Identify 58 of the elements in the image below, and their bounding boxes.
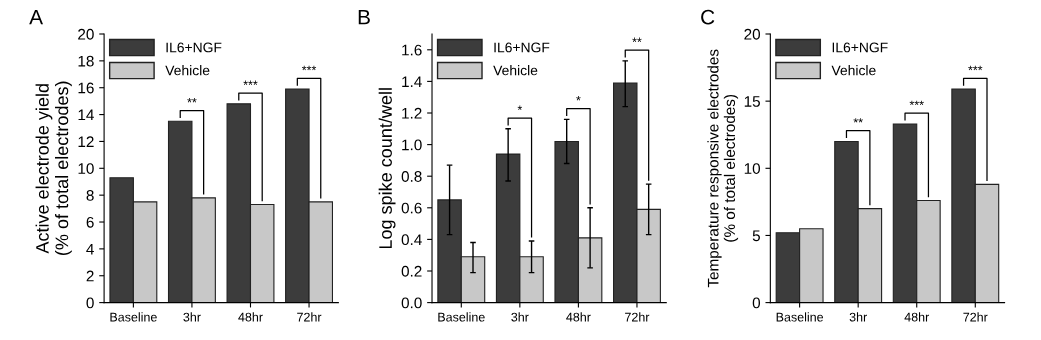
legend-label: IL6+NGF <box>832 42 888 53</box>
y-tick-label: 0.6 <box>401 202 422 214</box>
x-tick-label: Baseline <box>110 312 157 322</box>
chart-title: B <box>358 9 370 25</box>
y-tick-label: 5 <box>752 230 760 242</box>
y-tick-label: 20 <box>78 28 94 40</box>
y-tick-label: 0 <box>86 297 94 309</box>
y-tick-label: 6 <box>86 216 94 228</box>
annotation: ** <box>853 118 863 123</box>
y-tick-label: 1.4 <box>402 76 422 87</box>
y-axis-title: Temperature responsive electrodes (% of total electrodes) <box>707 49 739 288</box>
y-tick-label: 0.4 <box>401 234 422 246</box>
annotation: * <box>576 96 581 101</box>
x-tick-label: 3hr <box>183 312 201 322</box>
x-tick-label: Baseline <box>776 312 824 322</box>
y-tick-label: 12 <box>78 136 94 147</box>
annotation: *** <box>301 65 317 71</box>
y-tick-label: 0.0 <box>401 297 422 309</box>
y-tick-label: 2 <box>86 270 94 282</box>
x-tick-label: 72hr <box>297 312 322 322</box>
chart-title: C <box>701 9 715 25</box>
y-tick-label: 1.6 <box>402 44 422 56</box>
y-tick-label: 1.0 <box>402 139 422 151</box>
legend-label: IL6+NGF <box>166 42 222 53</box>
y-axis-title: Log spike count/well <box>378 88 396 249</box>
annotation: ** <box>632 37 642 42</box>
y-tick-label: 14 <box>78 109 94 121</box>
y-axis-title: Active electrode yield (% of total electrodes) <box>35 81 72 255</box>
y-tick-label: 15 <box>744 96 760 107</box>
x-tick-label: 3hr <box>511 312 529 322</box>
legend-label: Vehicle <box>831 65 876 76</box>
x-tick-label: 48hr <box>904 312 930 322</box>
chart-title: A <box>29 9 43 25</box>
annotation: * <box>517 105 523 110</box>
x-tick-label: 72hr <box>625 312 650 322</box>
y-tick-label: 10 <box>78 163 94 174</box>
x-tick-label: 48hr <box>566 312 591 322</box>
x-tick-label: 72hr <box>963 312 988 322</box>
y-tick-label: 0.2 <box>401 265 422 277</box>
x-tick-label: Baseline <box>438 312 485 322</box>
annotation: *** <box>243 80 258 85</box>
legend-label: Vehicle <box>165 65 210 76</box>
annotation: *** <box>968 65 983 71</box>
annotation: ** <box>187 98 197 103</box>
y-tick-label: 0 <box>752 297 761 309</box>
y-tick-label: 1.2 <box>402 107 422 119</box>
y-tick-label: 10 <box>744 163 761 174</box>
legend-label: IL6+NGF <box>494 42 550 53</box>
y-tick-label: 18 <box>78 55 94 67</box>
y-tick-label: 8 <box>86 190 94 201</box>
x-tick-label: 3hr <box>849 312 867 322</box>
y-tick-label: 0.8 <box>401 171 422 182</box>
legend-label: Vehicle <box>493 65 538 76</box>
y-tick-label: 20 <box>744 28 761 40</box>
annotation: *** <box>909 100 924 106</box>
y-tick-label: 16 <box>78 82 94 94</box>
x-tick-label: 48hr <box>238 312 263 322</box>
y-tick-label: 4 <box>86 243 94 255</box>
